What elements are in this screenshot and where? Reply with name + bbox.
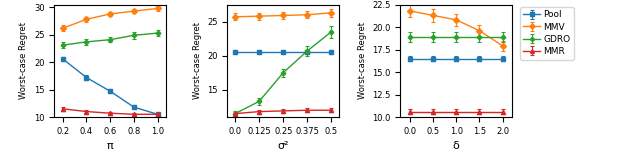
- Y-axis label: Worst-case Regret: Worst-case Regret: [358, 22, 367, 99]
- Y-axis label: Worst-case Regret: Worst-case Regret: [19, 22, 29, 99]
- X-axis label: σ²: σ²: [278, 141, 289, 151]
- Y-axis label: Worst-case Regret: Worst-case Regret: [193, 22, 202, 99]
- X-axis label: π: π: [107, 141, 113, 151]
- Legend: Pool, MMV, GDRO, MMR: Pool, MMV, GDRO, MMR: [520, 7, 574, 60]
- X-axis label: δ: δ: [453, 141, 460, 151]
